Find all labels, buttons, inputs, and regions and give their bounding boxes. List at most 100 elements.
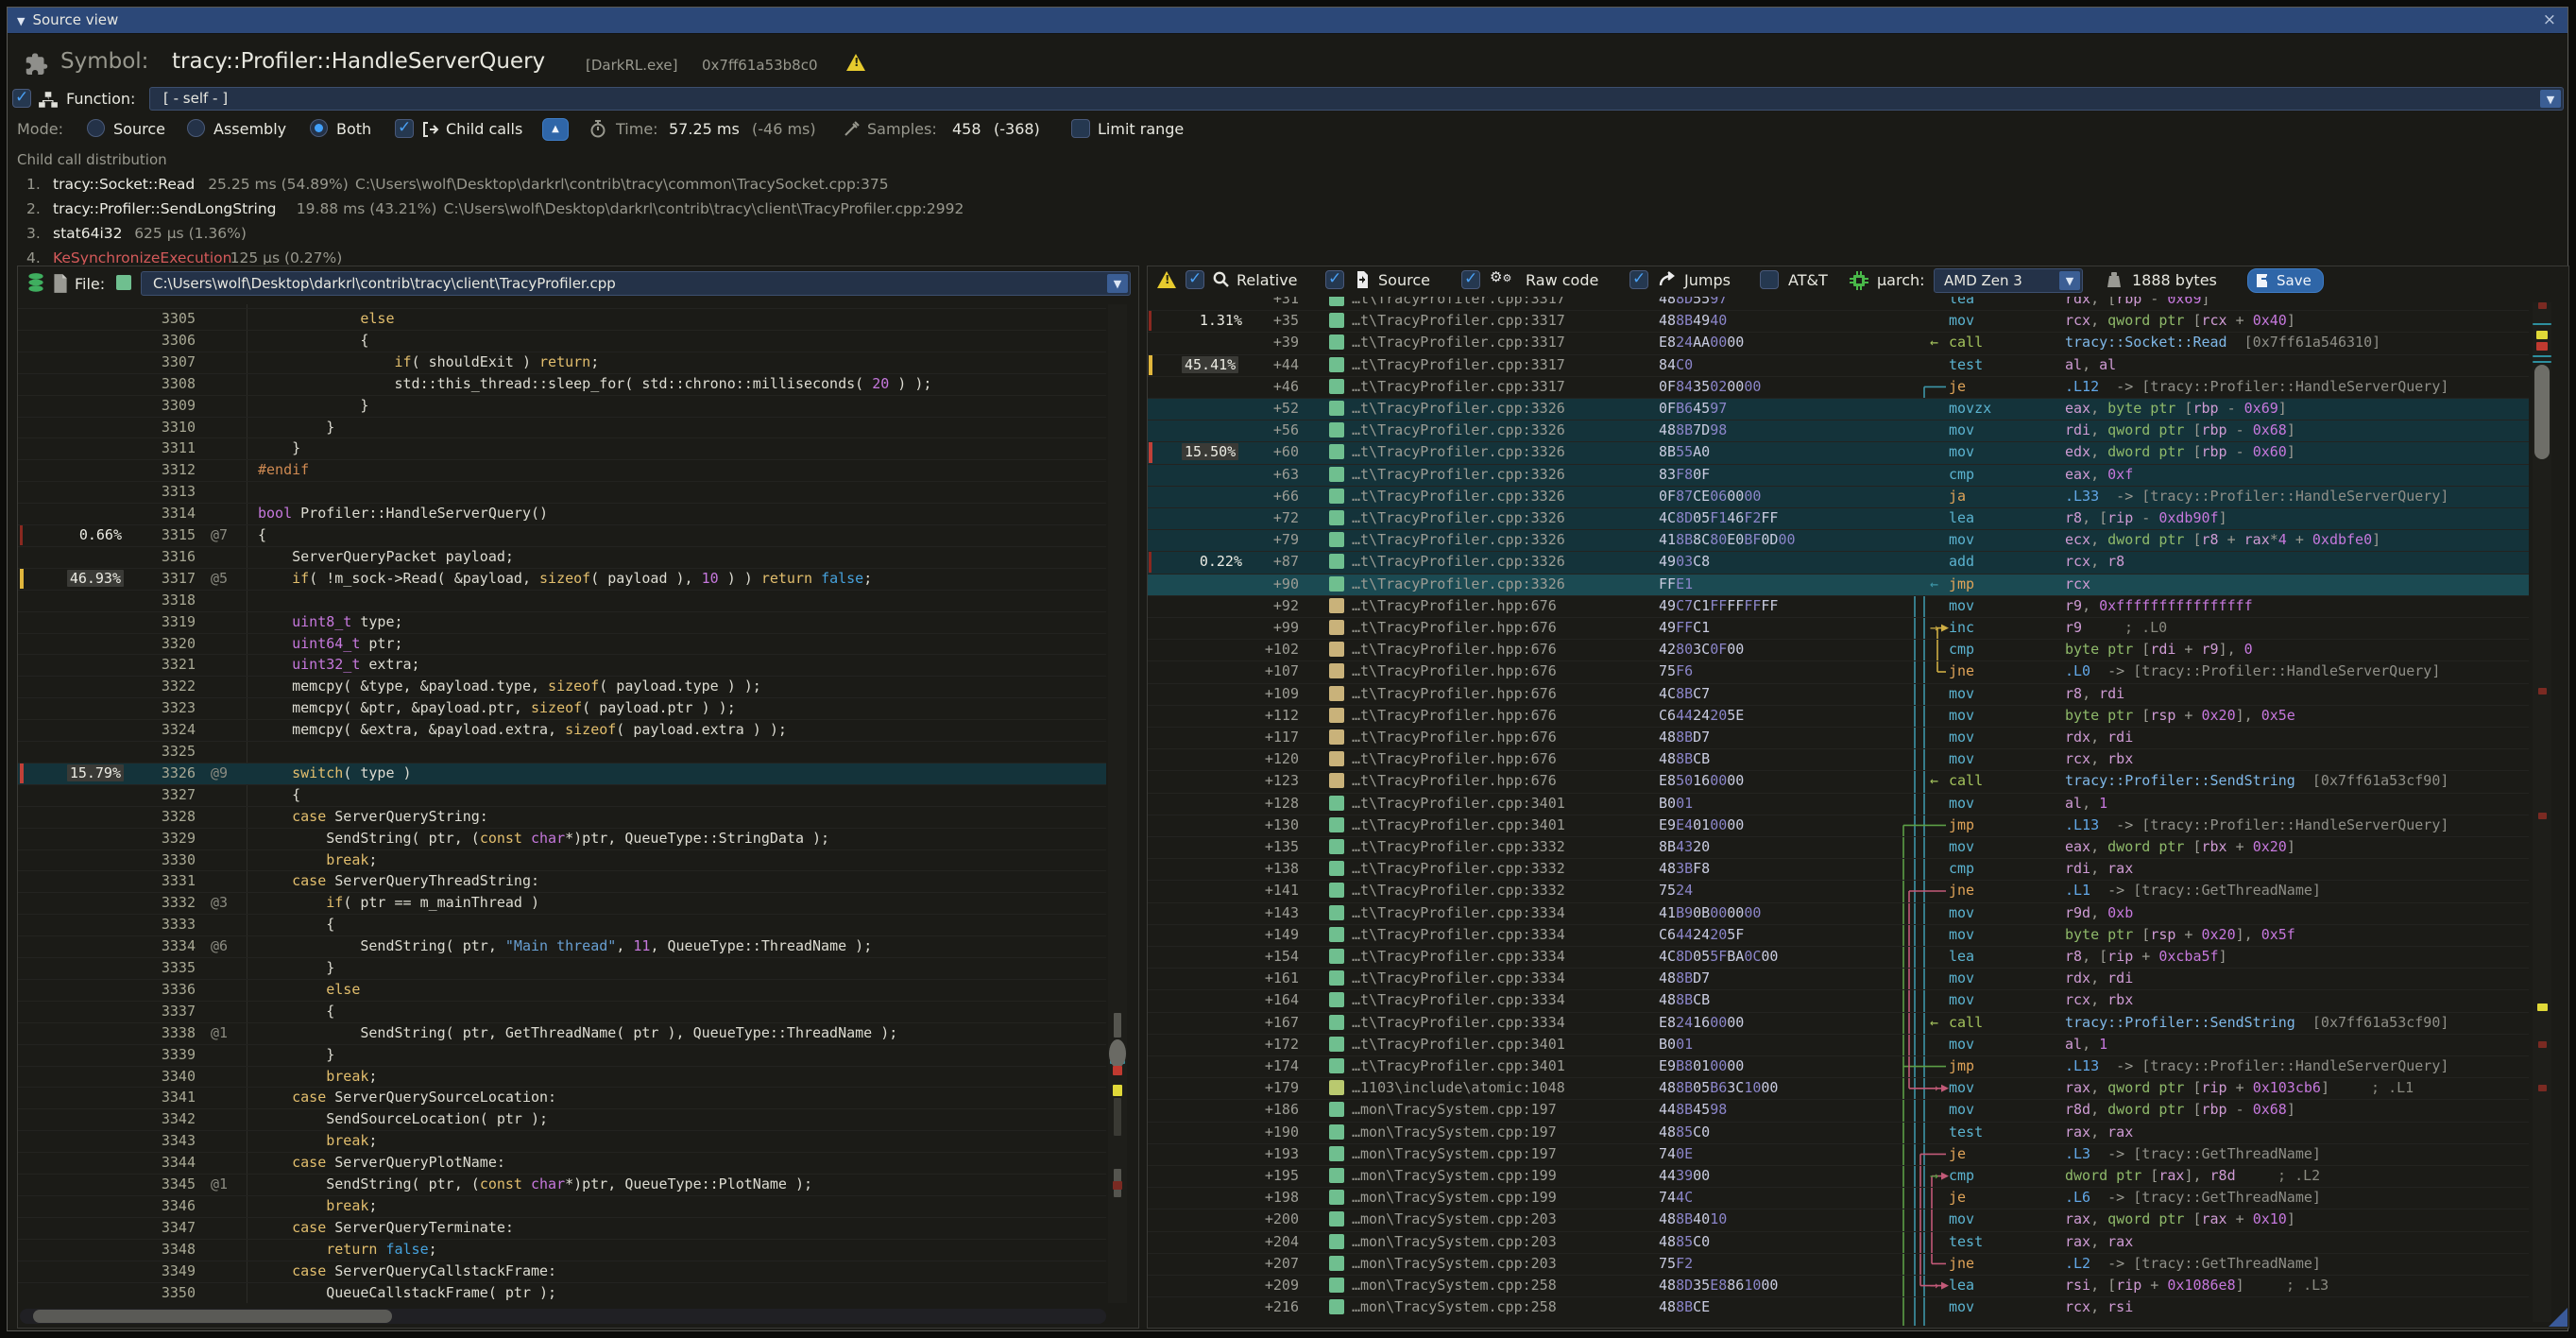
source-line[interactable]: 3329 SendString( ptr, (const char*)ptr, … xyxy=(18,828,1106,849)
assembly-row[interactable]: +164 …t\TracyProfiler.cpp:3334 488BCB mov rc… xyxy=(1148,989,2529,1011)
source-line[interactable]: 0.66% 3315 @7 { xyxy=(18,524,1106,546)
att-checkbox[interactable] xyxy=(1760,270,1779,289)
source-line[interactable]: 3350 QueueCallstackFrame( ptr ); xyxy=(18,1282,1106,1304)
assembly-row[interactable]: +190 …mon\TracySystem.cpp:197 4885C0 test ra… xyxy=(1148,1122,2529,1143)
source-line[interactable]: 46.93% 3317 @5 if( !m_sock->Read( &payload… xyxy=(18,568,1106,590)
source-line[interactable]: 3339 } xyxy=(18,1044,1106,1066)
source-line[interactable]: 3347 case ServerQueryTerminate: xyxy=(18,1217,1106,1239)
source-line[interactable]: 3349 case ServerQueryCallstackFrame: xyxy=(18,1261,1106,1282)
chevron-down-icon[interactable]: ▼ xyxy=(1107,274,1128,293)
resize-grip[interactable] xyxy=(2549,1308,2567,1327)
source-hscrollbar[interactable] xyxy=(20,1309,1106,1324)
source-line[interactable]: 3324 memcpy( &extra, &payload.extra, siz… xyxy=(18,719,1106,741)
source-line[interactable]: 3319 uint8_t type; xyxy=(18,611,1106,633)
source-vscrollbar[interactable] xyxy=(1108,304,1127,1303)
assembly-row[interactable]: +207 …mon\TracySystem.cpp:203 75F2 jne .L2 -… xyxy=(1148,1253,2529,1275)
chevron-down-icon[interactable]: ▼ xyxy=(2540,90,2561,108)
source-line[interactable]: 3346 break; xyxy=(18,1195,1106,1217)
source-line[interactable]: 15.79% 3326 @9 switch( type ) xyxy=(18,762,1106,784)
source-line[interactable]: 3336 else xyxy=(18,979,1106,1001)
source-line[interactable]: 3338 @1 SendString( ptr, GetThreadName( p… xyxy=(18,1022,1106,1044)
source-line[interactable]: 3327 { xyxy=(18,784,1106,806)
assembly-row[interactable]: +112 …t\TracyProfiler.hpp:676 C64424205E mo… xyxy=(1148,705,2529,727)
source-line[interactable]: 3342 SendSourceLocation( ptr ); xyxy=(18,1108,1106,1130)
source-line[interactable]: 3322 memcpy( &type, &payload.type, sizeo… xyxy=(18,676,1106,697)
assembly-row[interactable]: +46 …t\TracyProfiler.cpp:3317 0F8435020000… xyxy=(1148,376,2529,398)
source-line[interactable]: 3307 if( shouldExit ) return; xyxy=(18,352,1106,373)
radio-both[interactable] xyxy=(310,119,328,137)
source-line[interactable]: 3320 uint64_t ptr; xyxy=(18,633,1106,655)
title-bar[interactable]: ▼ Source view × xyxy=(8,8,2567,34)
limit-range-checkbox[interactable] xyxy=(1071,119,1090,138)
child-call-item[interactable]: 4. KeSynchronizeExecution 125 μs (0.27%) xyxy=(8,249,2567,265)
assembly-row[interactable]: 1.31% +35 …t\TracyProfiler.cpp:3317 488B494… xyxy=(1148,310,2529,332)
radio-source[interactable] xyxy=(87,119,105,137)
assembly-vscrollbar[interactable] xyxy=(2533,302,2551,1322)
source-line[interactable]: 3328 case ServerQueryString: xyxy=(18,806,1106,828)
assembly-row[interactable]: +107 …t\TracyProfiler.hpp:676 75F6 jne .L0 -… xyxy=(1148,660,2529,682)
assembly-row[interactable]: +120 …t\TracyProfiler.hpp:676 488BCB mov rcx… xyxy=(1148,748,2529,770)
source-line[interactable]: 3316 ServerQueryPacket payload; xyxy=(18,546,1106,568)
assembly-row[interactable]: 45.41% +44 …t\TracyProfiler.cpp:3317 84C0 te… xyxy=(1148,354,2529,376)
relative-checkbox[interactable] xyxy=(1186,269,1204,289)
source-line[interactable]: 3321 uint32_t extra; xyxy=(18,654,1106,676)
assembly-vscroll-thumb[interactable] xyxy=(2534,365,2550,459)
assembly-row[interactable]: +172 …t\TracyProfiler.cpp:3401 B001 mov al, … xyxy=(1148,1034,2529,1055)
assembly-row[interactable]: +186 …mon\TracySystem.cpp:197 448B4598 mov r… xyxy=(1148,1099,2529,1121)
source-line[interactable]: 3340 break; xyxy=(18,1066,1106,1088)
source-line[interactable]: 3343 break; xyxy=(18,1130,1106,1152)
assembly-row[interactable]: +204 …mon\TracySystem.cpp:203 4885C0 test ra… xyxy=(1148,1231,2529,1253)
march-combo[interactable]: AMD Zen 3 ▼ xyxy=(1934,268,2083,293)
assembly-row[interactable]: +109 …t\TracyProfiler.hpp:676 4C8BC7 mov r8,… xyxy=(1148,683,2529,705)
assembly-row[interactable]: +52 …t\TracyProfiler.cpp:3326 0FB64597 movz… xyxy=(1148,398,2529,420)
source-line[interactable]: 3332 @3 if( ptr == m_mainThread ) xyxy=(18,892,1106,914)
child-calls-checkbox[interactable] xyxy=(395,118,414,138)
assembly-row[interactable]: +123 …t\TracyProfiler.hpp:676 E850160000 ← c… xyxy=(1148,770,2529,792)
source-line[interactable]: 3310 } xyxy=(18,417,1106,438)
child-call-item[interactable]: 1. tracy::Socket::Read 25.25 ms (54.89%) C:… xyxy=(8,176,2567,198)
file-combo[interactable]: C:\Users\wolf\Desktop\darkrl\contrib\tra… xyxy=(141,271,1131,296)
function-checkbox[interactable] xyxy=(12,88,31,108)
assembly-row[interactable]: +128 …t\TracyProfiler.cpp:3401 B001 mov al, … xyxy=(1148,793,2529,815)
close-icon[interactable]: × xyxy=(2542,10,2556,29)
source-line[interactable]: 3334 @6 SendString( ptr, "Main thread", 1… xyxy=(18,935,1106,957)
source-line[interactable]: 3344 case ServerQueryPlotName: xyxy=(18,1152,1106,1174)
assembly-row[interactable]: +141 …t\TracyProfiler.cpp:3332 7524 jne .L1 … xyxy=(1148,880,2529,901)
assembly-row[interactable]: +66 …t\TracyProfiler.cpp:3326 0F87CE060000… xyxy=(1148,485,2529,507)
collapse-icon[interactable]: ▼ xyxy=(17,15,26,27)
source-line[interactable]: 3325 xyxy=(18,741,1106,763)
child-call-item[interactable]: 2. tracy::Profiler::SendLongString 19.88 m… xyxy=(8,200,2567,223)
assembly-row[interactable]: +167 …t\TracyProfiler.cpp:3334 E824160000 ←… xyxy=(1148,1012,2529,1034)
assembly-row[interactable]: +198 …mon\TracySystem.cpp:199 744C je .L6 ->… xyxy=(1148,1187,2529,1209)
source-line[interactable]: 3333 { xyxy=(18,914,1106,935)
assembly-row[interactable]: +56 …t\TracyProfiler.cpp:3326 488B7D98 mov r… xyxy=(1148,420,2529,442)
assembly-row[interactable]: +216 …mon\TracySystem.cpp:258 488BCE mov rcx… xyxy=(1148,1296,2529,1318)
source-line[interactable]: 3337 { xyxy=(18,1001,1106,1022)
child-call-item[interactable]: 3. stat64i32 625 μs (1.36%) xyxy=(8,225,2567,248)
source-line[interactable]: 3341 case ServerQuerySourceLocation: xyxy=(18,1087,1106,1108)
assembly-row[interactable]: +154 …t\TracyProfiler.cpp:3334 4C8D055FBA0… xyxy=(1148,946,2529,968)
source-checkbox[interactable] xyxy=(1325,269,1344,289)
assembly-row[interactable]: +31 …t\TracyProfiler.cpp:3317 488D5597 lea r… xyxy=(1148,297,2529,310)
assembly-row[interactable]: +193 …mon\TracySystem.cpp:197 740E je .L3 ->… xyxy=(1148,1143,2529,1165)
jumps-checkbox[interactable] xyxy=(1629,269,1648,289)
source-line[interactable]: 3323 memcpy( &ptr, &payload.ptr, sizeof(… xyxy=(18,697,1106,719)
assembly-row[interactable]: +90 …t\TracyProfiler.cpp:3326 FFE1 ← jmp rcx xyxy=(1148,573,2529,595)
assembly-row[interactable]: 0.22% +87 …t\TracyProfiler.cpp:3326 4903C8 a… xyxy=(1148,551,2529,574)
source-line[interactable]: 3318 xyxy=(18,590,1106,611)
assembly-row[interactable]: +63 …t\TracyProfiler.cpp:3326 83F80F cmp eax… xyxy=(1148,463,2529,486)
assembly-row[interactable]: +149 …t\TracyProfiler.cpp:3334 C64424205F m… xyxy=(1148,924,2529,946)
source-line[interactable]: 3345 @1 SendString( ptr, (const char*)ptr… xyxy=(18,1174,1106,1195)
assembly-row[interactable]: +209 …mon\TracySystem.cpp:258 488D35E88610… xyxy=(1148,1275,2529,1296)
assembly-row[interactable]: +79 …t\TracyProfiler.cpp:3326 418B8C80E0BF… xyxy=(1148,529,2529,552)
assembly-row[interactable]: +39 …t\TracyProfiler.cpp:3317 E824AA0000 ← c… xyxy=(1148,332,2529,353)
source-line[interactable]: 3348 return false; xyxy=(18,1239,1106,1261)
assembly-row[interactable]: +99 …t\TracyProfiler.hpp:676 49FFC1 → inc r9 … xyxy=(1148,617,2529,639)
assembly-row[interactable]: +200 …mon\TracySystem.cpp:203 488B4010 mov r… xyxy=(1148,1209,2529,1230)
source-line[interactable]: 3314 bool Profiler::HandleServerQuery() xyxy=(18,503,1106,524)
assembly-row[interactable]: +179 …1103\include\atomic:1048 488B05B63C1… xyxy=(1148,1077,2529,1099)
collapse-child-calls-button[interactable]: ▲ xyxy=(542,118,569,141)
assembly-row[interactable]: +117 …t\TracyProfiler.hpp:676 488BD7 mov rdx… xyxy=(1148,727,2529,748)
assembly-row[interactable]: +138 …t\TracyProfiler.cpp:3332 483BF8 cmp rd… xyxy=(1148,858,2529,880)
assembly-row[interactable]: +72 …t\TracyProfiler.cpp:3326 4C8D05F146F2… xyxy=(1148,507,2529,530)
